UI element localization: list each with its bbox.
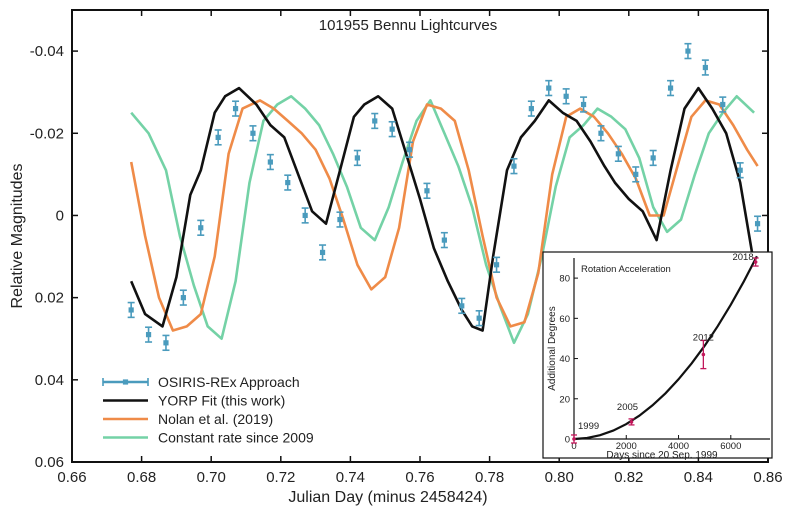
data-point [163,340,169,346]
legend-label: YORP Fit (this work) [158,393,285,409]
inset-point [701,352,706,357]
x-tick-label: 0.68 [127,469,156,486]
legend-label: Constant rate since 2009 [158,430,314,446]
inset-x-tick-label: 0 [571,441,576,452]
data-point [319,249,326,256]
x-tick-label: 0.76 [405,469,434,486]
data-point [720,101,726,108]
data-point [459,303,465,309]
data-point [528,106,534,112]
data-point [737,167,743,173]
data-point [145,332,152,338]
inset-y-tick-label: 40 [559,354,570,365]
inset-x-tick-label: 6000 [720,441,741,452]
chart-title: 101955 Bennu Lightcurves [319,17,497,34]
data-point [128,307,134,313]
data-point [563,93,569,99]
data-point [702,64,708,71]
data-point [215,134,221,140]
y-tick-label: -0.04 [30,43,64,60]
data-point [406,147,413,153]
data-point [493,262,500,268]
data-point [250,130,256,136]
x-tick-label: 0.78 [475,469,504,486]
data-point [546,85,552,91]
inset-point [572,437,576,441]
inset-point-label: 2005 [617,402,638,413]
data-point [267,159,273,165]
data-point [511,163,517,169]
rotation-acceleration-inset: 0 2000 4000 6000 0 20 40 60 80 Rotation Accelerat… [542,251,773,461]
data-point [285,179,291,186]
inset-x-tick-label: 2000 [616,441,637,452]
inset-y-axis-label: Additional Degrees [547,306,558,391]
inset-box [542,251,773,459]
y-tick-label: 0.04 [35,372,64,389]
data-point [580,101,587,108]
data-point [372,118,378,124]
legend-label: Nolan et al. (2019) [158,411,273,427]
x-tick-label: 0.86 [753,469,782,486]
y-tick-label: 0.06 [35,454,64,471]
legend-marker [122,379,129,385]
y-tick-label: -0.02 [30,125,64,142]
y-axis-label: Relative Magnitudes [9,164,26,309]
legend-label: OSIRIS-REx Approach [158,374,300,390]
inset-y-tick-label: 0 [565,435,570,446]
x-tick-label: 0.72 [266,469,295,486]
inset-point-label: 1999 [578,421,599,432]
x-tick-label: 0.74 [336,469,365,486]
data-point [598,130,604,136]
inset-point [629,420,634,424]
x-tick-label: 0.70 [197,469,226,486]
data-point [389,126,395,132]
x-tick-label: 0.66 [57,469,86,486]
data-point [180,295,186,301]
data-point [232,106,239,112]
inset-point-label: 2018 [732,252,753,263]
data-point [198,225,204,231]
data-point [441,237,447,243]
data-point [615,151,621,157]
series-line-2 [129,99,759,332]
data-point [302,212,308,219]
inset-y-tick-label: 20 [559,394,570,405]
series-line-1 [130,86,759,332]
inset-title: Rotation Acceleration [581,264,671,275]
data-point [754,221,761,227]
data-point [667,85,674,91]
series-line-3 [130,95,755,345]
inset-x-tick-label: 4000 [668,441,689,452]
legend: OSIRIS-REx Approach YORP Fit (this work) N… [102,374,314,446]
data-point [354,155,360,161]
inset-point-label: 2012 [693,333,714,344]
x-tick-label: 0.84 [684,469,713,486]
inset-x-axis-label: Days since 20 Sep. 1999 [606,450,718,461]
data-point [633,171,639,177]
x-tick-label: 0.80 [545,469,574,486]
main-lightcurve-chart: 0.66 0.68 0.70 0.72 0.74 0.76 0.78 0.80 0.82 0.84… [9,9,783,506]
data-point [337,216,343,223]
x-axis-label: Julian Day (minus 2458424) [288,489,487,506]
inset-fit-curve [573,255,758,441]
inset-y-tick-label: 60 [559,314,570,325]
data-point [476,315,482,321]
y-tick-label: 0 [56,207,64,224]
data-point [650,155,656,161]
data-point [685,48,691,54]
data-point [424,188,430,194]
y-tick-label: 0.02 [35,290,64,307]
inset-y-tick-label: 80 [559,274,570,285]
x-tick-label: 0.82 [614,469,643,486]
inset-point [753,260,758,264]
